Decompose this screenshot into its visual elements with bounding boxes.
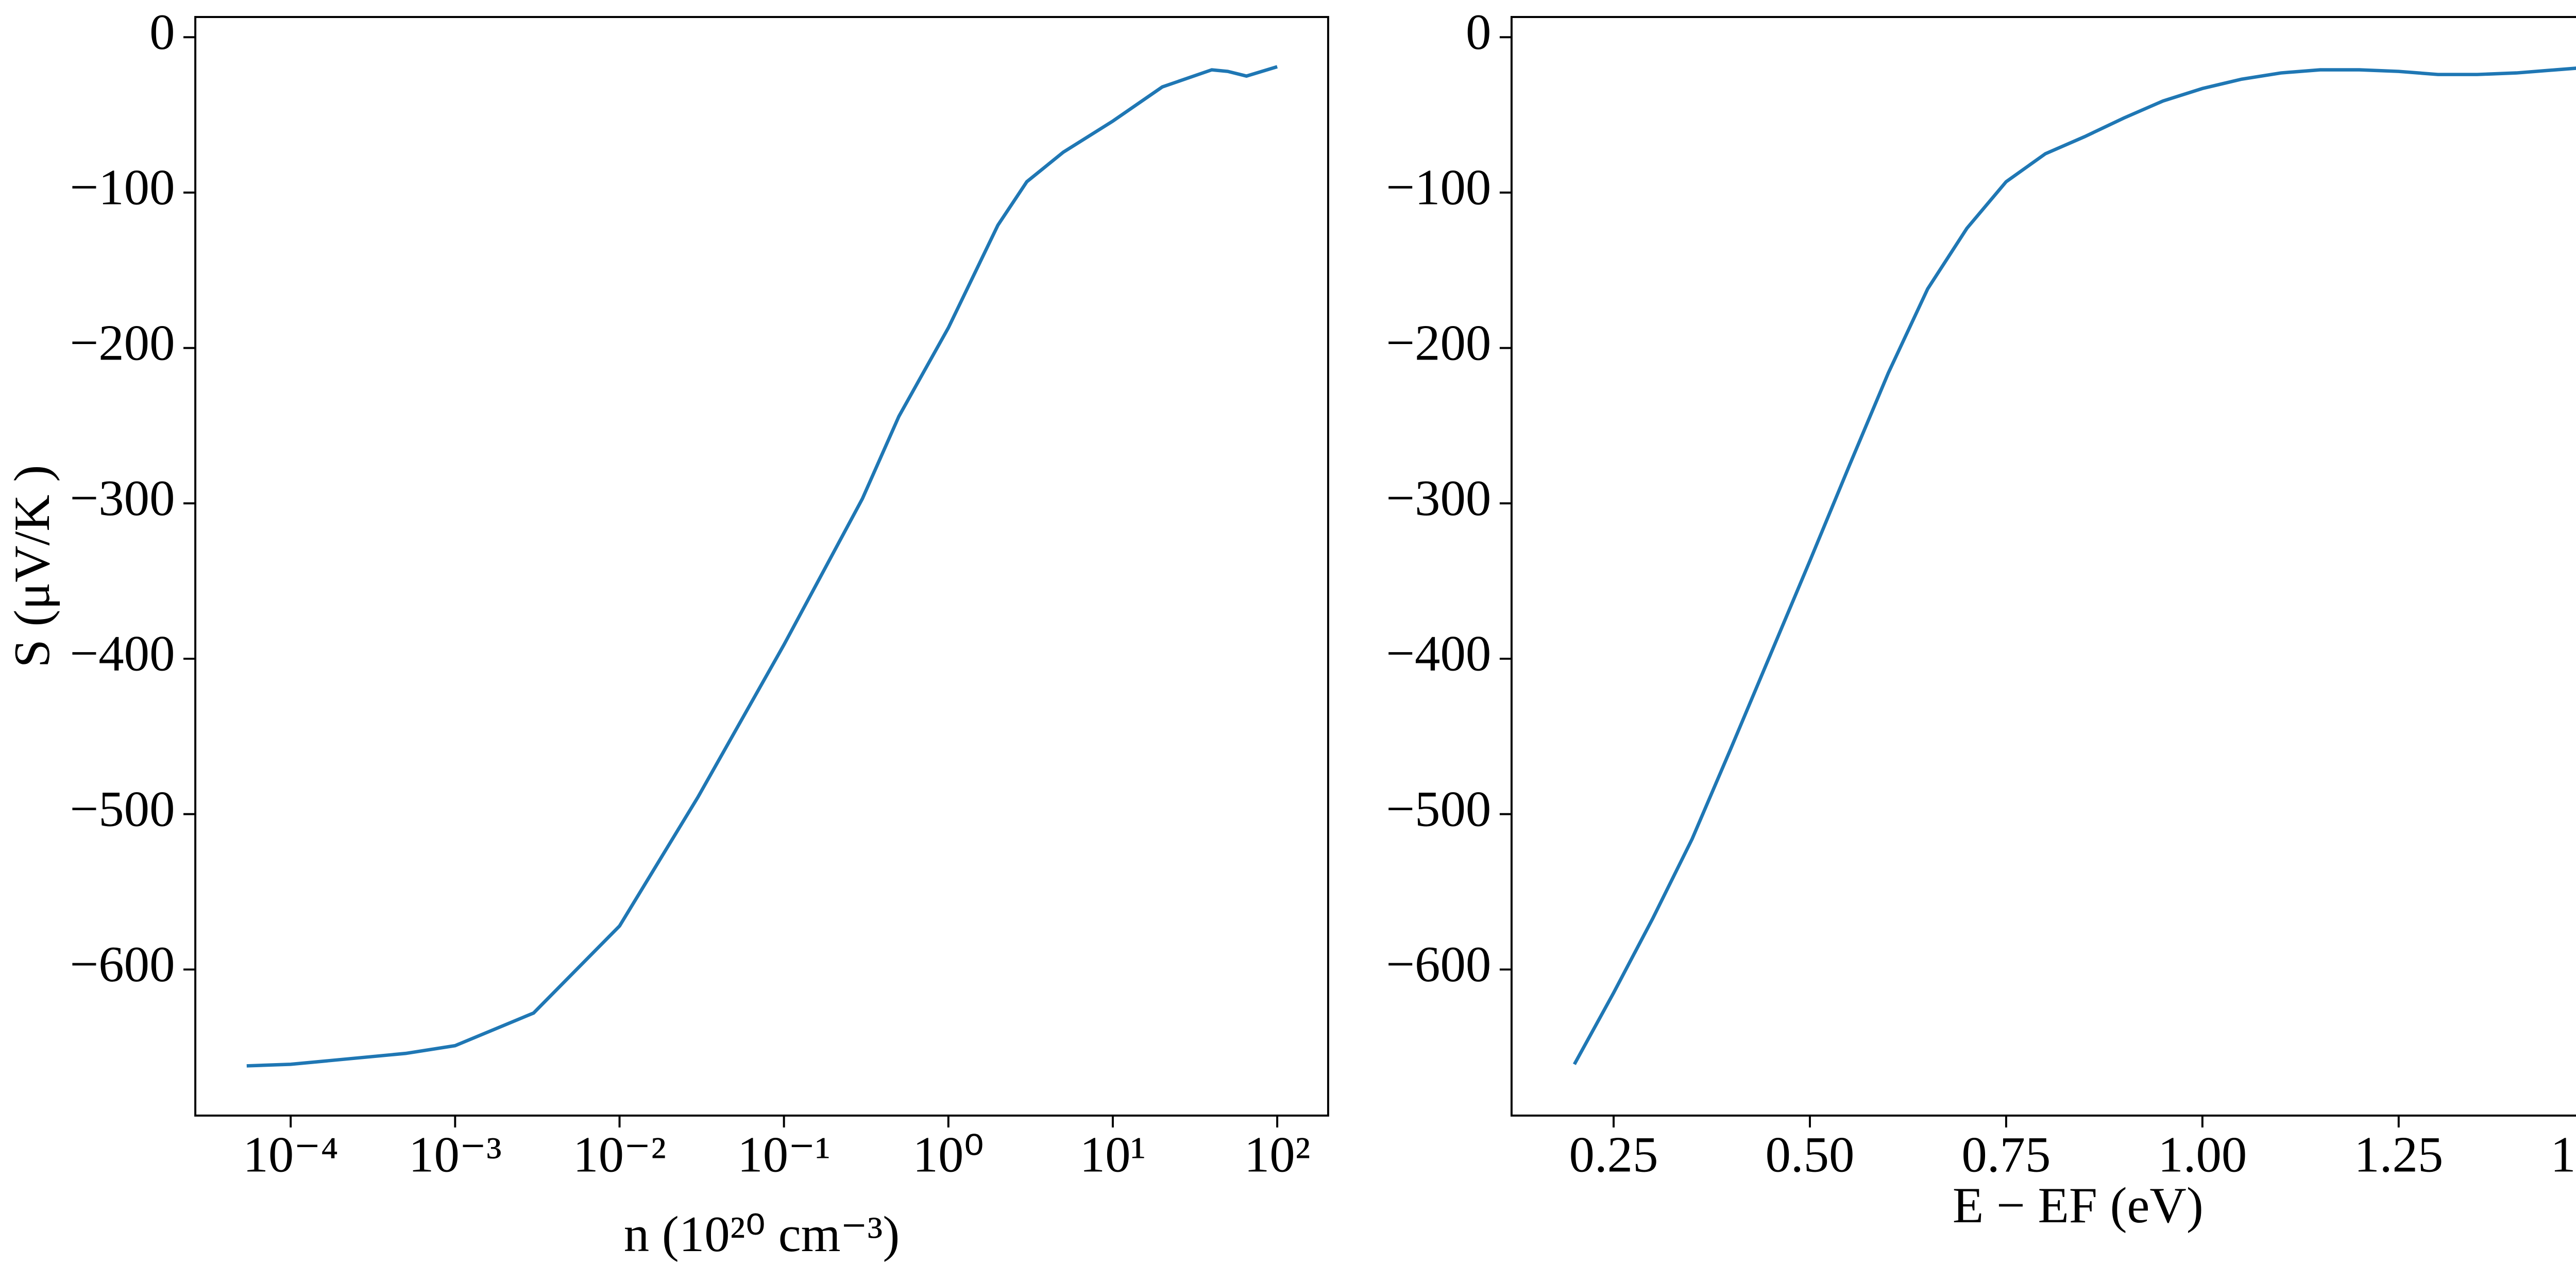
x-tick-label: 10¹ (1080, 1126, 1146, 1183)
x-tick-label: 1.00 (2158, 1126, 2247, 1183)
y-tick-label: −600 (1386, 936, 1491, 993)
y-axis-label: S (μV/K ) (4, 465, 60, 668)
y-tick-label: 0 (1466, 4, 1491, 60)
x-tick-label: 1.50 (2550, 1126, 2576, 1183)
y-tick-label: −400 (70, 626, 175, 682)
y-tick-label: 0 (149, 4, 175, 60)
x-tick-label: 10⁻⁴ (243, 1126, 338, 1183)
plot-frame (1510, 16, 2576, 1117)
plot-frame (194, 16, 1329, 1117)
y-tick-label: −200 (1386, 315, 1491, 371)
x-tick-label: 10⁻³ (409, 1126, 502, 1183)
y-tick-label: −600 (70, 936, 175, 993)
x-tick-label: 10⁻¹ (737, 1126, 831, 1183)
y-tick-label: −300 (70, 470, 175, 526)
y-tick-label: −400 (1386, 626, 1491, 682)
y-tick-label: −500 (70, 781, 175, 837)
x-axis-label: E − EF (eV) (1953, 1177, 2204, 1234)
x-tick-label: 10⁰ (913, 1126, 985, 1183)
y-tick-label: −100 (70, 160, 175, 216)
y-tick-label: −100 (1386, 160, 1491, 216)
x-tick-label: 0.75 (1961, 1126, 2050, 1183)
data-line (1572, 66, 2576, 1065)
y-tick-label: −200 (70, 315, 175, 371)
x-tick-label: 0.25 (1569, 1126, 1658, 1183)
y-tick-label: −500 (1386, 781, 1491, 837)
x-axis-label: n (10²⁰ cm⁻³) (624, 1206, 900, 1262)
y-tick-label: −300 (1386, 470, 1491, 526)
x-tick-label: 0.50 (1765, 1126, 1854, 1183)
x-tick-label: 10² (1244, 1126, 1311, 1183)
x-tick-label: 1.25 (2354, 1126, 2443, 1183)
x-tick-label: 10⁻² (573, 1126, 666, 1183)
data-line (246, 65, 1278, 1068)
